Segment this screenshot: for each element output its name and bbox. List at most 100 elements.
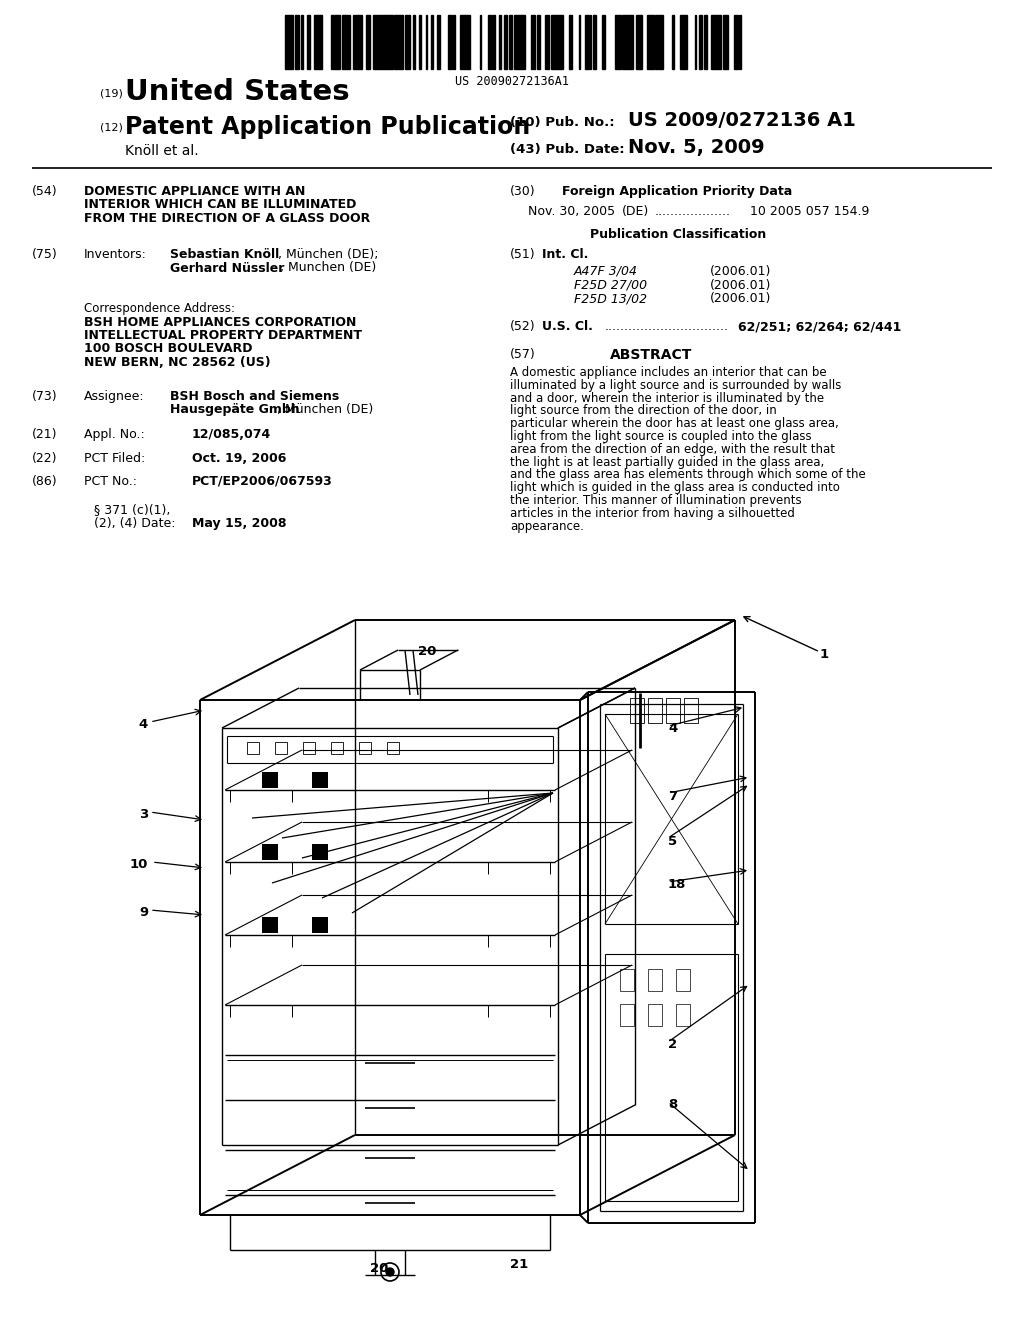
Text: BSH HOME APPLIANCES CORPORATION: BSH HOME APPLIANCES CORPORATION <box>84 315 356 329</box>
Text: F25D 13/02: F25D 13/02 <box>574 292 647 305</box>
Bar <box>537 15 540 69</box>
Bar <box>637 15 639 69</box>
Bar <box>620 1005 634 1026</box>
Text: (57): (57) <box>510 348 536 360</box>
Bar <box>419 15 421 69</box>
Text: 62/251; 62/264; 62/441: 62/251; 62/264; 62/441 <box>738 319 901 333</box>
Bar <box>312 772 328 788</box>
Text: 9: 9 <box>139 906 148 919</box>
Bar <box>262 917 278 933</box>
Text: ...............................: ............................... <box>605 319 729 333</box>
Text: (2006.01): (2006.01) <box>710 279 771 292</box>
Bar <box>514 15 519 69</box>
Bar <box>338 15 340 69</box>
Text: ABSTRACT: ABSTRACT <box>610 348 692 362</box>
Bar <box>468 15 470 69</box>
Text: Nov. 5, 2009: Nov. 5, 2009 <box>628 139 765 157</box>
Text: (52): (52) <box>510 319 536 333</box>
Text: light source from the direction of the door, in: light source from the direction of the d… <box>510 404 777 417</box>
Bar <box>630 698 644 723</box>
Text: light from the light source is coupled into the glass: light from the light source is coupled i… <box>510 430 812 444</box>
Bar <box>380 15 384 69</box>
Text: 7: 7 <box>668 789 677 803</box>
Bar <box>648 969 662 991</box>
Text: § 371 (c)(1),: § 371 (c)(1), <box>94 503 170 516</box>
Text: , München (DE): , München (DE) <box>278 404 374 417</box>
Text: (2), (4) Date:: (2), (4) Date: <box>94 516 175 529</box>
Text: 5: 5 <box>668 836 677 847</box>
Bar <box>336 15 338 69</box>
Bar <box>461 15 465 69</box>
Text: and a door, wherein the interior is illuminated by the: and a door, wherein the interior is illu… <box>510 392 824 405</box>
Text: (54): (54) <box>32 185 57 198</box>
Text: (21): (21) <box>32 428 57 441</box>
Bar <box>399 15 402 69</box>
Bar <box>622 15 624 69</box>
Text: 21: 21 <box>510 1258 528 1271</box>
Bar <box>303 742 315 754</box>
Text: US 2009/0272136 A1: US 2009/0272136 A1 <box>628 111 856 129</box>
Bar <box>624 15 627 69</box>
Bar <box>602 15 605 69</box>
Bar <box>616 15 620 69</box>
Text: Assignee:: Assignee: <box>84 389 144 403</box>
Text: ...................: ................... <box>655 205 731 218</box>
Text: Nov. 30, 2005: Nov. 30, 2005 <box>528 205 615 218</box>
Text: Knöll et al.: Knöll et al. <box>125 144 199 158</box>
Bar <box>312 843 328 861</box>
Text: 20: 20 <box>418 645 436 657</box>
Bar <box>387 742 399 754</box>
Bar <box>666 698 680 723</box>
Text: 8: 8 <box>668 1098 677 1111</box>
Bar <box>288 15 293 69</box>
Bar <box>406 15 407 69</box>
Text: area from the direction of an edge, with the result that: area from the direction of an edge, with… <box>510 442 835 455</box>
Text: F25D 27/00: F25D 27/00 <box>574 279 647 292</box>
Bar <box>504 15 507 69</box>
Bar <box>247 742 259 754</box>
Bar <box>465 15 468 69</box>
Bar <box>384 15 387 69</box>
Text: 100 BOSCH BOULEVARD: 100 BOSCH BOULEVARD <box>84 342 253 355</box>
Text: Oct. 19, 2006: Oct. 19, 2006 <box>193 451 287 465</box>
Text: (22): (22) <box>32 451 57 465</box>
Text: 3: 3 <box>138 808 148 821</box>
Bar <box>531 15 535 69</box>
Bar <box>648 698 662 723</box>
Bar <box>373 15 375 69</box>
Text: (73): (73) <box>32 389 57 403</box>
Text: 1: 1 <box>820 648 829 661</box>
Bar <box>453 15 455 69</box>
Text: (30): (30) <box>510 185 536 198</box>
Text: PCT/EP2006/067593: PCT/EP2006/067593 <box>193 475 333 488</box>
Bar <box>499 15 501 69</box>
Bar <box>262 843 278 861</box>
Text: articles in the interior from having a silhouetted: articles in the interior from having a s… <box>510 507 795 520</box>
Bar <box>343 15 345 69</box>
Text: appearance.: appearance. <box>510 520 584 532</box>
Bar <box>684 698 698 723</box>
Bar <box>407 15 410 69</box>
Text: (51): (51) <box>510 248 536 261</box>
Bar <box>570 15 572 69</box>
Text: (2006.01): (2006.01) <box>710 265 771 279</box>
Bar <box>316 15 319 69</box>
Bar <box>676 1005 690 1026</box>
Text: (86): (86) <box>32 475 57 488</box>
Bar <box>705 15 706 69</box>
Text: United States: United States <box>125 78 349 106</box>
Bar <box>684 15 687 69</box>
Circle shape <box>386 1269 394 1276</box>
Bar <box>555 15 559 69</box>
Bar <box>333 15 335 69</box>
Text: the light is at least partially guided in the glass area,: the light is at least partially guided i… <box>510 455 824 469</box>
Text: 10: 10 <box>130 858 148 871</box>
Bar <box>680 15 683 69</box>
Bar <box>449 15 452 69</box>
Text: Patent Application Publication: Patent Application Publication <box>125 115 530 139</box>
Bar <box>437 15 440 69</box>
Bar <box>331 742 343 754</box>
Bar <box>358 15 362 69</box>
Bar <box>296 15 299 69</box>
Text: (2006.01): (2006.01) <box>710 292 771 305</box>
